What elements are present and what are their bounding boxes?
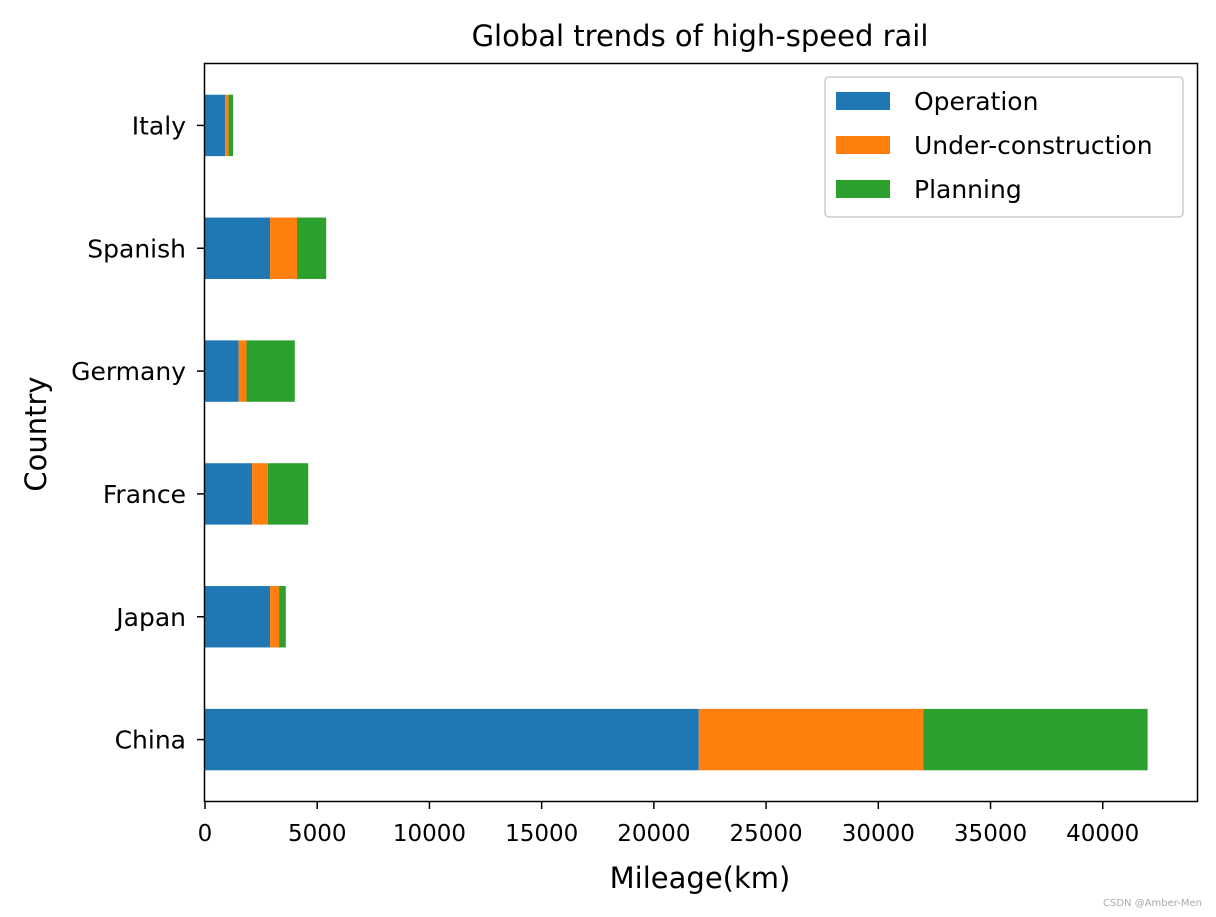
- y-axis-ticks: China Japan France Germany Spanish Italy: [71, 111, 205, 755]
- bar-france-under-construction: [252, 463, 268, 525]
- bar-italy-under-construction: [225, 94, 229, 157]
- x-axis-ticks: 0 5000 10000 15000 20000 25000 30000 35000 40000: [198, 801, 1139, 847]
- y-axis-label: Country: [19, 376, 53, 491]
- legend-swatch-operation: [836, 92, 890, 110]
- bar-spanish-operation: [205, 217, 271, 279]
- bar-japan-operation: [205, 586, 271, 648]
- x-tick-label: 0: [198, 821, 213, 847]
- y-tick-label: Germany: [71, 357, 186, 386]
- y-tick-label: Japan: [114, 603, 186, 632]
- bar-spanish-under-construction: [270, 217, 298, 279]
- legend-swatch-planning: [836, 180, 890, 198]
- x-tick-label: 5000: [288, 821, 347, 847]
- x-tick-label: 35000: [954, 821, 1027, 847]
- legend: Operation Under-construction Planning: [824, 76, 1184, 218]
- y-tick-label: France: [103, 480, 186, 509]
- bar-china-under-construction: [698, 708, 924, 771]
- legend-label-under-construction: Under-construction: [914, 131, 1153, 160]
- x-tick-label: 15000: [505, 821, 578, 847]
- bar-japan-planning: [279, 586, 286, 648]
- y-tick-label: China: [115, 726, 186, 755]
- x-tick-label: 40000: [1066, 821, 1139, 847]
- bar-germany-planning: [246, 340, 295, 402]
- bar-spanish-planning: [297, 217, 327, 279]
- y-tick-label: Italy: [132, 111, 186, 140]
- legend-label-planning: Planning: [914, 175, 1022, 204]
- y-tick-label: Spanish: [87, 234, 186, 263]
- legend-label-operation: Operation: [914, 87, 1038, 116]
- x-tick-label: 30000: [842, 821, 915, 847]
- legend-swatch-under-construction: [836, 136, 890, 154]
- x-tick-label: 20000: [617, 821, 690, 847]
- bar-china-operation: [205, 708, 699, 771]
- plot-frame: [203, 62, 1199, 803]
- x-axis-label: Mileage(km): [610, 861, 791, 895]
- watermark: CSDN @Amber-Men: [1103, 898, 1202, 909]
- legend-box: [824, 76, 1184, 218]
- bar-france-operation: [205, 463, 253, 525]
- bar-france-planning: [267, 463, 309, 525]
- bar-italy-operation: [205, 94, 226, 157]
- chart-title: Global trends of high-speed rail: [472, 19, 929, 53]
- bar-germany-under-construction: [238, 340, 247, 402]
- x-tick-label: 10000: [393, 821, 466, 847]
- bar-china-planning: [923, 708, 1148, 771]
- x-tick-label: 25000: [730, 821, 803, 847]
- bar-germany-operation: [205, 340, 239, 402]
- bars-group: [205, 94, 1148, 771]
- bar-italy-planning: [228, 94, 234, 157]
- bar-japan-under-construction: [270, 586, 280, 648]
